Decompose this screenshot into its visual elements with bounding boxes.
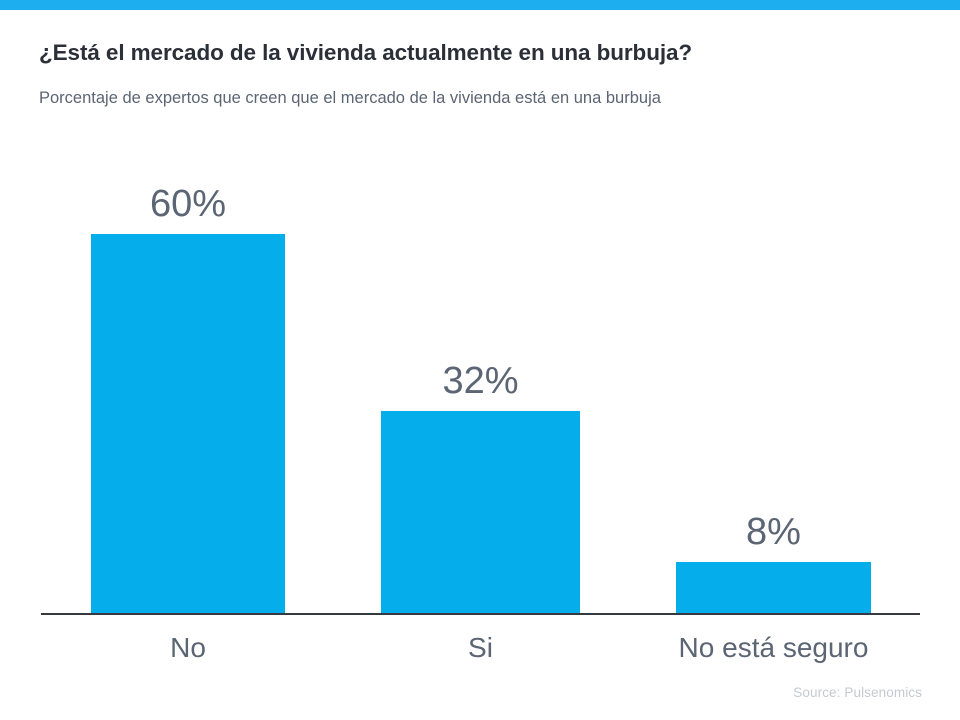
- bar-value-label-no: 60%: [149, 183, 227, 225]
- top-accent-bar: [0, 0, 960, 10]
- source-attribution: Source: Pulsenomics: [793, 685, 922, 700]
- bar-value-label-si: 32%: [442, 360, 519, 402]
- x-axis-line: [41, 613, 920, 615]
- bar-si: [381, 411, 580, 613]
- category-label-si: Si: [468, 632, 493, 663]
- chart-subtitle: Porcentaje de expertos que creen que el …: [39, 89, 661, 107]
- category-label-no: No: [170, 632, 206, 663]
- bar-no-esta-seguro: [676, 562, 871, 613]
- bar-no: [91, 234, 285, 613]
- page-title: ¿Está el mercado de la vivienda actualme…: [39, 40, 693, 65]
- category-label-no-esta-seguro: No está seguro: [678, 632, 869, 663]
- chart-header: ¿Está el mercado de la vivienda actualme…: [39, 38, 919, 110]
- bar-value-label-no-esta-seguro: 8%: [746, 511, 801, 553]
